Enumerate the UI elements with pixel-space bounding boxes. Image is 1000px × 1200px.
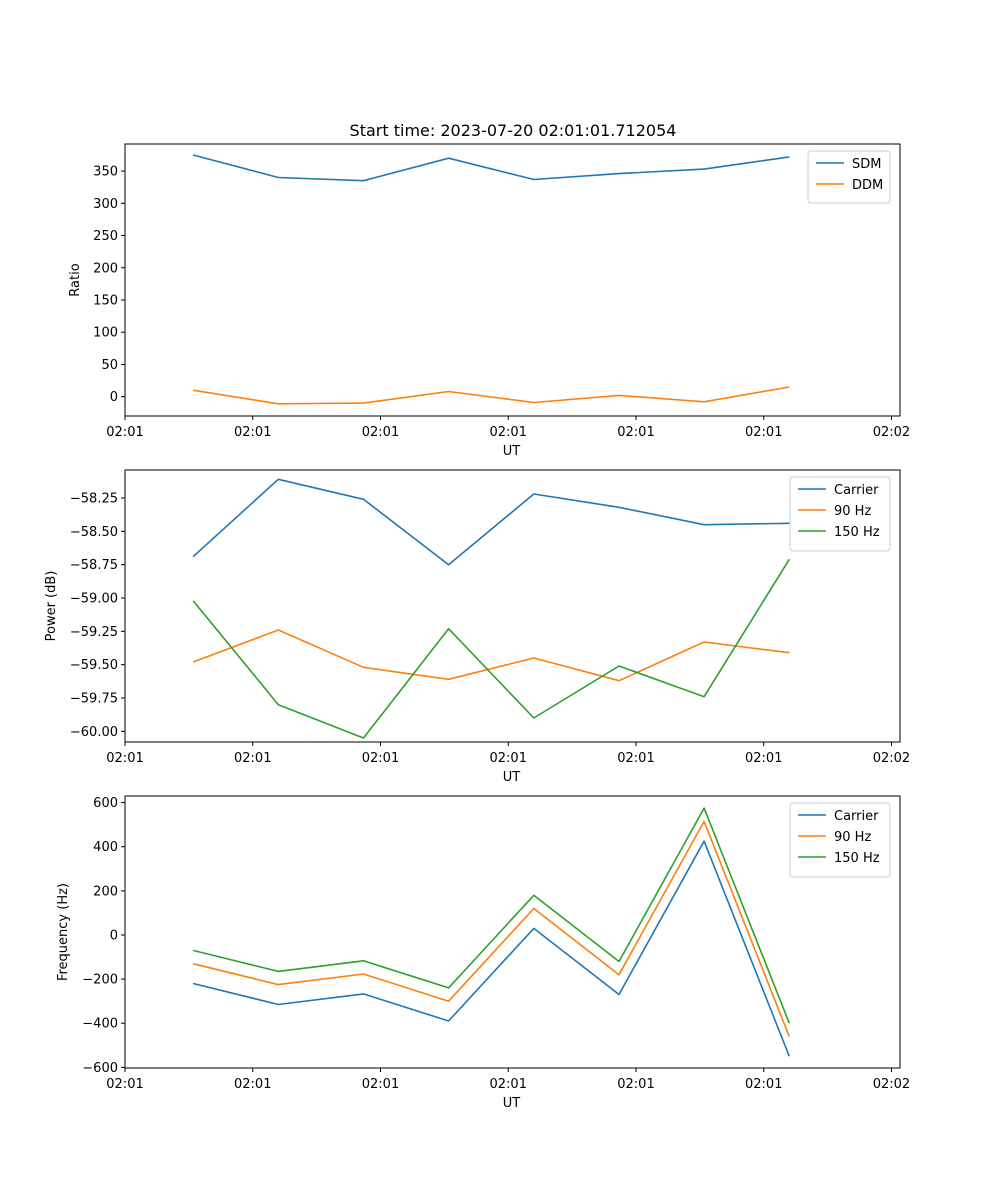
legend: SDM DDM bbox=[807, 150, 891, 204]
y-tick-label: 350 bbox=[93, 165, 118, 180]
y-tick-label: 400 bbox=[93, 840, 118, 855]
plot-frame bbox=[124, 143, 901, 417]
legend-box bbox=[807, 150, 891, 204]
y-tick-label: −59.00 bbox=[70, 592, 118, 607]
legend-label: Carrier bbox=[834, 483, 879, 498]
series-line-carrier bbox=[192, 840, 791, 1057]
series-line-carrier bbox=[192, 478, 790, 566]
series-line-90-hz bbox=[192, 629, 790, 682]
y-tick-label: −60.00 bbox=[70, 725, 118, 740]
chart-1: 02:01 02:01 02:01 02:01 02:01 02:01 02:02 0 50 10… bbox=[68, 143, 910, 459]
y-tick-label: −58.75 bbox=[70, 558, 118, 573]
series-line-150-hz bbox=[192, 558, 790, 739]
legend-label: 90 Hz bbox=[834, 504, 871, 519]
x-tick-label: 02:01 bbox=[362, 1077, 399, 1092]
y-tick-label: −59.50 bbox=[70, 658, 118, 673]
legend-label: 150 Hz bbox=[834, 525, 880, 540]
y-tick-label: 100 bbox=[93, 326, 118, 341]
x-axis-label: UT bbox=[503, 444, 521, 459]
x-tick-label: 02:01 bbox=[617, 751, 654, 766]
x-tick-label: 02:01 bbox=[490, 751, 527, 766]
x-axis-label: UT bbox=[503, 1096, 521, 1111]
legend-label: 90 Hz bbox=[834, 830, 871, 845]
y-tick-label: 250 bbox=[93, 229, 118, 244]
y-tick-label: −59.75 bbox=[70, 692, 118, 707]
x-tick-label: 02:01 bbox=[106, 1077, 143, 1092]
x-tick-label: 02:01 bbox=[106, 751, 143, 766]
x-tick-label: 02:01 bbox=[745, 425, 782, 440]
legend: Carrier 90 Hz 150 Hz bbox=[789, 802, 891, 878]
legend: Carrier 90 Hz 150 Hz bbox=[789, 476, 891, 552]
x-tick-label: 02:02 bbox=[873, 1077, 910, 1092]
figure-title: Start time: 2023-07-20 02:01:01.712054 bbox=[350, 121, 677, 140]
y-tick-label: 200 bbox=[93, 261, 118, 276]
y-tick-label: 200 bbox=[93, 884, 118, 899]
y-tick-label: 0 bbox=[110, 928, 118, 943]
legend-label: Carrier bbox=[834, 809, 879, 824]
legend-label: SDM bbox=[852, 157, 881, 172]
x-tick-label: 02:02 bbox=[873, 751, 910, 766]
y-tick-label: 0 bbox=[110, 390, 118, 405]
x-tick-label: 02:01 bbox=[745, 751, 782, 766]
chart-2: 02:01 02:01 02:01 02:01 02:01 02:01 02:02 −60.0… bbox=[44, 469, 910, 785]
x-tick-label: 02:01 bbox=[362, 751, 399, 766]
y-tick-label: 150 bbox=[93, 293, 118, 308]
y-tick-label: 300 bbox=[93, 197, 118, 212]
y-tick-label: −600 bbox=[82, 1061, 118, 1076]
x-tick-label: 02:01 bbox=[362, 425, 399, 440]
x-tick-label: 02:01 bbox=[745, 1077, 782, 1092]
y-tick-label: −200 bbox=[82, 973, 118, 988]
series-line-ddm bbox=[192, 386, 790, 405]
x-tick-label: 02:01 bbox=[106, 425, 143, 440]
legend-label: DDM bbox=[852, 178, 883, 193]
legend-label: 150 Hz bbox=[834, 851, 880, 866]
x-tick-label: 02:01 bbox=[234, 751, 271, 766]
x-tick-label: 02:01 bbox=[234, 425, 271, 440]
x-tick-label: 02:01 bbox=[490, 425, 527, 440]
series-line-150-hz bbox=[192, 807, 791, 1024]
series-line-90-hz bbox=[192, 820, 791, 1037]
x-axis-label: UT bbox=[503, 770, 521, 785]
legend-box bbox=[789, 476, 891, 552]
y-tick-label: 50 bbox=[101, 358, 118, 373]
series-line-sdm bbox=[192, 154, 790, 182]
y-tick-label: −400 bbox=[82, 1017, 118, 1032]
y-tick-label: −58.50 bbox=[70, 525, 118, 540]
x-tick-label: 02:01 bbox=[490, 1077, 527, 1092]
x-tick-label: 02:02 bbox=[873, 425, 910, 440]
y-axis-label: Ratio bbox=[68, 263, 83, 296]
x-tick-label: 02:01 bbox=[617, 425, 654, 440]
chart-3: 02:01 02:01 02:01 02:01 02:01 02:01 02:02 −600 −… bbox=[56, 795, 910, 1111]
charts-layer: 02:01 02:01 02:01 02:01 02:01 02:01 02:02 0 50 10… bbox=[44, 143, 910, 1111]
x-tick-label: 02:01 bbox=[234, 1077, 271, 1092]
y-tick-label: 600 bbox=[93, 796, 118, 811]
x-tick-label: 02:01 bbox=[617, 1077, 654, 1092]
y-axis-label: Frequency (Hz) bbox=[56, 883, 71, 981]
y-tick-label: −59.25 bbox=[70, 625, 118, 640]
legend-box bbox=[789, 802, 891, 878]
y-axis-label: Power (dB) bbox=[44, 571, 59, 642]
y-tick-label: −58.25 bbox=[70, 492, 118, 507]
